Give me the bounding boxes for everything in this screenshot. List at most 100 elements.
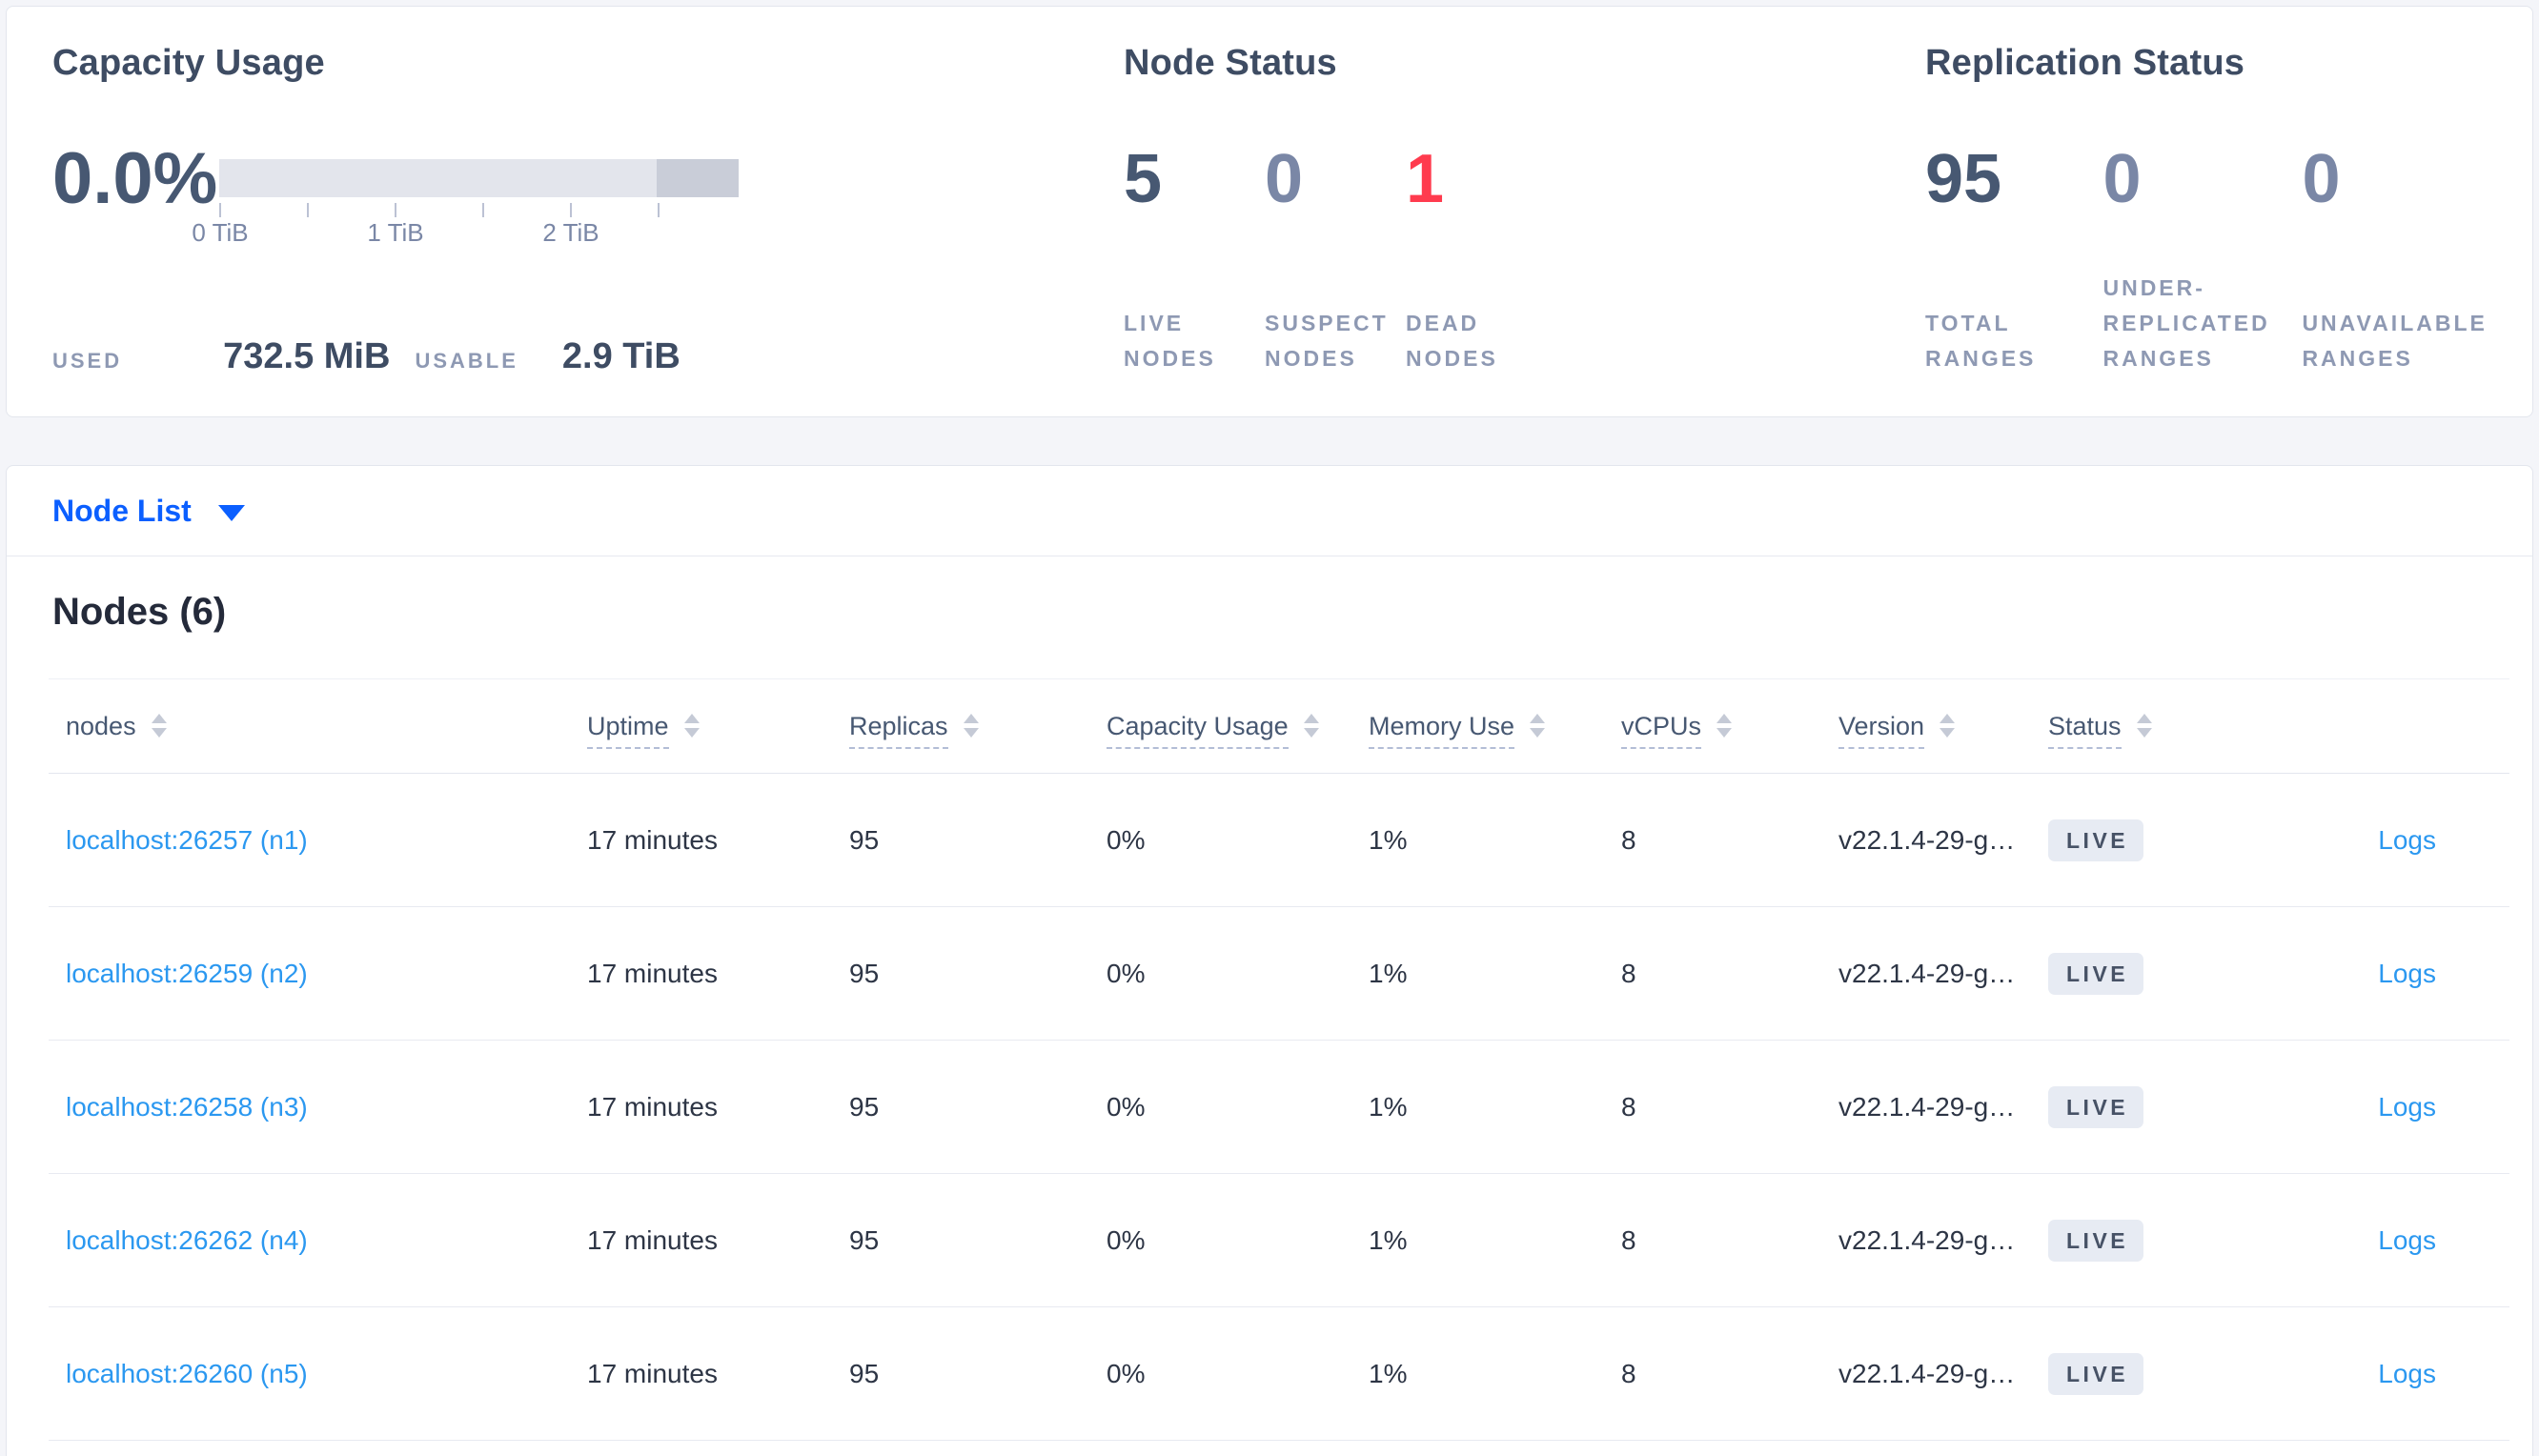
replication-status-title: Replication Status: [1925, 43, 2245, 83]
replicas-cell: 95: [849, 1091, 880, 1122]
memory-cell: 1%: [1369, 1091, 1408, 1122]
live-nodes-label: LIVE NODES: [1124, 311, 1216, 371]
sort-icon: [2136, 713, 2152, 738]
replicas-cell: 95: [849, 1358, 880, 1388]
column-header-uptime[interactable]: Uptime: [587, 713, 849, 749]
dead-nodes-stat: 1 DEAD NODES: [1406, 145, 1520, 376]
view-selector-dropdown[interactable]: Node List: [52, 494, 245, 529]
capacity-bar-tick-labels: 0 TiB 1 TiB 2 TiB: [192, 218, 739, 247]
suspect-nodes-label: SUSPECT NODES: [1265, 311, 1389, 371]
node-address-link[interactable]: localhost:26259 (n2): [66, 958, 308, 988]
suspect-nodes-count: 0: [1265, 141, 1304, 217]
memory-cell: 1%: [1369, 824, 1408, 855]
dead-nodes-label: DEAD NODES: [1406, 311, 1498, 371]
node-status-section: Node Status 5 LIVE NODES 0 SUSPECT NODES…: [1124, 43, 1848, 376]
unavailable-ranges-stat: 0 UNAVAILABLE RANGES: [2302, 145, 2535, 376]
vcpus-cell: 8: [1621, 1358, 1636, 1388]
capacity-usage-section: Capacity Usage 0.0%: [52, 43, 1063, 376]
logs-link[interactable]: Logs: [2378, 1358, 2436, 1388]
column-header-nodes[interactable]: nodes: [49, 713, 587, 739]
vcpus-cell: 8: [1621, 1091, 1636, 1122]
live-nodes-count: 5: [1124, 141, 1163, 217]
logs-link[interactable]: Logs: [2378, 1224, 2436, 1255]
used-value: 732.5 MiB: [223, 336, 391, 376]
version-cell: v22.1.4-29-g…: [1838, 1358, 2016, 1388]
capacity-cell: 0%: [1107, 1091, 1146, 1122]
table-row: localhost:26260 (n5) 17 minutes 95 0% 1%…: [49, 1307, 2509, 1441]
vcpus-cell: 8: [1621, 1224, 1636, 1255]
vcpus-cell: 8: [1621, 958, 1636, 988]
capacity-bar: 0 TiB 1 TiB 2 TiB: [192, 159, 739, 247]
sort-icon: [1303, 713, 1319, 738]
unavailable-ranges-label: UNAVAILABLE RANGES: [2302, 311, 2488, 371]
capacity-bar-ticks: [219, 197, 739, 218]
capacity-cell: 0%: [1107, 958, 1146, 988]
uptime-cell: 17 minutes: [587, 1224, 718, 1255]
under-replicated-ranges-label: UNDER-REPLICATED RANGES: [2102, 275, 2270, 371]
sort-icon: [683, 713, 700, 738]
sort-icon: [963, 713, 979, 738]
status-badge: LIVE: [2048, 1352, 2144, 1395]
total-ranges-count: 95: [1925, 141, 2002, 217]
capacity-bar-reserved-segment: [657, 159, 739, 197]
capacity-cell: 0%: [1107, 824, 1146, 855]
usable-value: 2.9 TiB: [561, 336, 680, 376]
table-row: localhost:26262 (n4) 17 minutes 95 0% 1%…: [49, 1174, 2509, 1307]
under-replicated-ranges-stat: 0 UNDER-REPLICATED RANGES: [2102, 145, 2275, 376]
logs-link[interactable]: Logs: [2378, 1091, 2436, 1122]
capacity-metrics: USED 732.5 MiB USABLE 2.9 TiB: [52, 336, 680, 377]
status-badge: LIVE: [2048, 1085, 2144, 1128]
column-header-memory-use[interactable]: Memory Use: [1369, 713, 1621, 749]
version-cell: v22.1.4-29-g…: [1838, 824, 2016, 855]
sort-icon: [1530, 713, 1546, 738]
node-address-link[interactable]: localhost:26258 (n3): [66, 1091, 308, 1122]
cluster-summary-panel: Capacity Usage 0.0%: [6, 6, 2533, 417]
sort-icon: [151, 713, 167, 738]
column-header-capacity-usage[interactable]: Capacity Usage: [1107, 713, 1369, 749]
vcpus-cell: 8: [1621, 824, 1636, 855]
version-cell: v22.1.4-29-g…: [1838, 958, 2016, 988]
total-ranges-stat: 95 TOTAL RANGES: [1925, 145, 2076, 376]
status-badge: LIVE: [2048, 1219, 2144, 1262]
memory-cell: 1%: [1369, 1224, 1408, 1255]
column-header-status[interactable]: Status: [2048, 713, 2250, 749]
view-selector-row: Node List: [7, 466, 2532, 556]
nodes-table: nodes Uptime Replicas Capacity Usage Mem…: [49, 678, 2509, 1441]
table-row: localhost:26258 (n3) 17 minutes 95 0% 1%…: [49, 1041, 2509, 1174]
replicas-cell: 95: [849, 1224, 880, 1255]
suspect-nodes-stat: 0 SUSPECT NODES: [1265, 141, 1389, 376]
capacity-used-percent: 0.0%: [52, 138, 218, 219]
node-address-link[interactable]: localhost:26257 (n1): [66, 824, 308, 855]
memory-cell: 1%: [1369, 958, 1408, 988]
memory-cell: 1%: [1369, 1358, 1408, 1388]
sort-icon: [1716, 713, 1733, 738]
tick-label-2tib: 2 TiB: [542, 218, 599, 247]
total-ranges-label: TOTAL RANGES: [1925, 311, 2037, 371]
view-selector-label: Node List: [52, 493, 192, 528]
replicas-cell: 95: [849, 958, 880, 988]
node-list-panel: Node List Nodes (6) nodes Uptime Replica…: [6, 465, 2533, 1456]
node-address-link[interactable]: localhost:26262 (n4): [66, 1224, 308, 1255]
version-cell: v22.1.4-29-g…: [1838, 1224, 2016, 1255]
uptime-cell: 17 minutes: [587, 958, 718, 988]
logs-link[interactable]: Logs: [2378, 824, 2436, 855]
column-header-version[interactable]: Version: [1838, 713, 2048, 749]
tick-label-1tib: 1 TiB: [367, 218, 424, 247]
column-header-vcpus[interactable]: vCPUs: [1621, 713, 1838, 749]
node-status-title: Node Status: [1124, 43, 1337, 83]
version-cell: v22.1.4-29-g…: [1838, 1091, 2016, 1122]
replication-stats: 95 TOTAL RANGES 0 UNDER-REPLICATED RANGE…: [1925, 145, 2535, 376]
capacity-cell: 0%: [1107, 1358, 1146, 1388]
node-address-link[interactable]: localhost:26260 (n5): [66, 1358, 308, 1388]
table-row: localhost:26259 (n2) 17 minutes 95 0% 1%…: [49, 907, 2509, 1041]
logs-link[interactable]: Logs: [2378, 958, 2436, 988]
replicas-cell: 95: [849, 824, 880, 855]
column-header-replicas[interactable]: Replicas: [849, 713, 1107, 749]
used-label: USED: [52, 349, 123, 373]
uptime-cell: 17 minutes: [587, 1358, 718, 1388]
status-badge: LIVE: [2048, 952, 2144, 995]
chevron-down-icon: [217, 504, 245, 521]
node-status-stats: 5 LIVE NODES 0 SUSPECT NODES 1 DEAD NODE…: [1124, 145, 1848, 376]
under-replicated-ranges-count: 0: [2102, 141, 2142, 217]
tick-label-0tib: 0 TiB: [192, 218, 249, 247]
